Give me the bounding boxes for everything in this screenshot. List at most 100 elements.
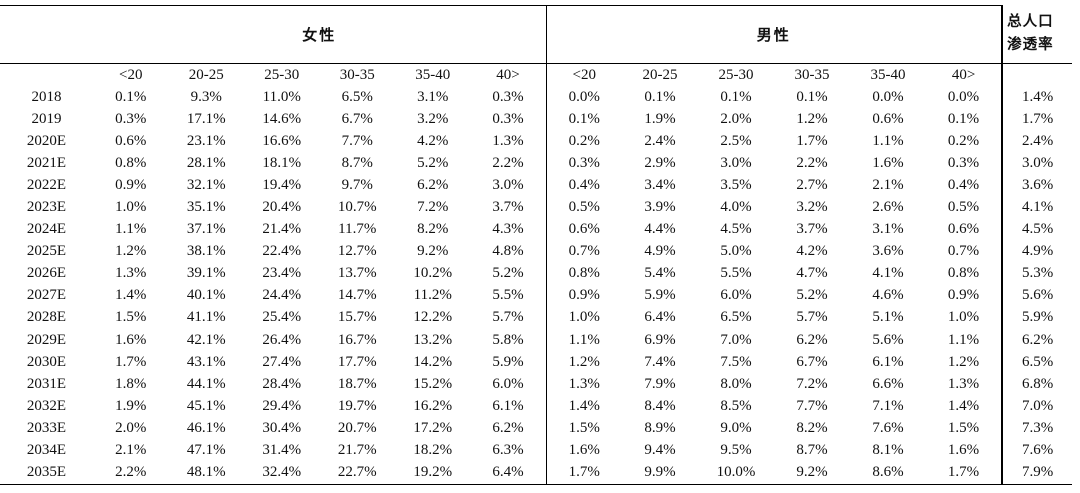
female-value-cell: 14.7% (337, 287, 377, 304)
female-value-cell: 16.6% (262, 132, 302, 149)
female-value-cell: 19.4% (262, 176, 302, 193)
female-value-cell: 3.1% (417, 88, 449, 105)
table-row: 2021E 0.8% 28.1% 18.1% 8.7% 5.2% 2.2% 0.3% 2.9% 3… (0, 152, 1073, 175)
male-value-cell: 2.5% (720, 132, 752, 149)
table-row: 2033E 2.0% 46.1% 30.4% 20.7% 17.2% 6.2% 1.5% 8.9… (0, 417, 1073, 440)
female-value-cell: 5.5% (492, 287, 524, 304)
total-penetration-cell: 7.0% (1001, 395, 1073, 418)
male-value-cell: 2.2% (796, 154, 828, 171)
male-value-cell: 5.9% (644, 287, 676, 304)
female-age-header: 30-35 (339, 66, 375, 83)
female-value-cell: 37.1% (186, 221, 226, 238)
female-value-cell: 4.2% (417, 132, 449, 149)
male-value-cell: 0.5% (947, 199, 980, 216)
female-value-cell: 13.7% (337, 265, 377, 282)
male-value-cell: 7.5% (720, 353, 752, 370)
male-value-cell: 0.0% (545, 86, 623, 109)
male-value-cell: 4.4% (644, 221, 676, 238)
female-value-cell: 16.7% (337, 331, 377, 348)
female-value-cell: 2.2% (492, 154, 524, 171)
table-row: 2027E 1.4% 40.1% 24.4% 14.7% 11.2% 5.5% 0.9% 5.9… (0, 284, 1073, 307)
year-cell: 2027E (26, 287, 67, 304)
table-row: 2029E 1.6% 42.1% 26.4% 16.7% 13.2% 5.8% 1.1% 6.9… (0, 329, 1073, 352)
year-cell: 2032E (26, 397, 67, 414)
table-row: 2034E 2.1% 47.1% 31.4% 21.7% 18.2% 6.3% 1.6% 9.4… (0, 439, 1073, 462)
male-value-cell: 3.5% (720, 176, 752, 193)
female-value-cell: 22.4% (262, 243, 302, 260)
female-value-cell: 0.3% (115, 110, 147, 127)
total-penetration-cell: 2.4% (1001, 130, 1073, 153)
male-value-cell: 6.1% (872, 353, 904, 370)
table-row: 2019 0.3% 17.1% 14.6% 6.7% 3.2% 0.3% 0.1% 1.9% 2.… (0, 108, 1073, 131)
year-cell: 2026E (26, 265, 67, 282)
total-penetration-cell: 7.6% (1001, 439, 1073, 462)
female-value-cell: 42.1% (186, 331, 226, 348)
male-value-cell: 9.4% (644, 442, 676, 459)
table-row: 2018 0.1% 9.3% 11.0% 6.5% 3.1% 0.3% 0.0% 0.1% 0.1… (0, 86, 1073, 109)
male-age-header: 25-30 (718, 66, 754, 83)
female-value-cell: 5.8% (492, 331, 524, 348)
female-value-cell: 47.1% (186, 442, 226, 459)
male-value-cell: 7.7% (796, 397, 828, 414)
male-value-cell: 2.9% (644, 154, 676, 171)
total-penetration-cell: 5.9% (1001, 306, 1073, 330)
female-value-cell: 6.7% (341, 110, 373, 127)
male-value-cell: 1.6% (872, 154, 904, 171)
male-value-cell: 6.2% (796, 331, 828, 348)
male-value-cell: 3.1% (872, 221, 904, 238)
female-value-cell: 2.0% (115, 419, 147, 436)
male-value-cell: 0.0% (872, 88, 904, 105)
total-penetration-cell: 5.3% (1001, 262, 1073, 285)
male-value-cell: 3.2% (796, 199, 828, 216)
table-row: 2032E 1.9% 45.1% 29.4% 19.7% 16.2% 6.1% 1.4% 8.4… (0, 395, 1073, 418)
male-value-cell: 4.2% (796, 243, 828, 260)
male-value-cell: 5.1% (872, 309, 904, 326)
male-value-cell: 0.4% (947, 176, 980, 193)
male-value-cell: 6.9% (644, 331, 676, 348)
year-cell: 2028E (26, 309, 67, 326)
female-value-cell: 29.4% (262, 397, 302, 414)
female-value-cell: 1.5% (115, 309, 147, 326)
female-value-cell: 48.1% (168, 461, 244, 485)
female-value-cell: 21.7% (337, 442, 377, 459)
male-value-cell: 5.5% (720, 265, 752, 282)
male-value-cell: 0.7% (545, 240, 623, 263)
female-value-cell: 8.7% (341, 154, 373, 171)
female-value-cell: 3.0% (492, 176, 524, 193)
male-value-cell: 0.6% (545, 218, 623, 241)
female-value-cell: 0.1% (115, 88, 147, 105)
male-value-cell: 8.0% (720, 375, 752, 392)
table-body: 2018 0.1% 9.3% 11.0% 6.5% 3.1% 0.3% 0.0% 0.1% 0.1… (0, 86, 1073, 485)
female-value-cell: 46.1% (186, 419, 226, 436)
male-value-cell: 7.9% (644, 375, 676, 392)
penetration-header-line2: 渗透率 (1007, 37, 1054, 54)
year-cell: 2031E (26, 375, 67, 392)
male-header: 男性 (545, 5, 1003, 64)
female-value-cell: 1.3% (492, 132, 524, 149)
female-value-cell: 32.4% (244, 461, 320, 485)
female-value-cell: 1.7% (115, 353, 147, 370)
female-value-cell: 19.2% (395, 461, 471, 485)
total-penetration-cell: 4.1% (1001, 196, 1073, 219)
male-age-header: 30-35 (794, 66, 830, 83)
female-value-cell: 24.4% (262, 287, 302, 304)
female-age-header: 35-40 (415, 66, 451, 83)
male-value-cell: 9.0% (720, 419, 752, 436)
male-value-cell: 1.6% (545, 439, 623, 462)
female-value-cell: 35.1% (186, 199, 226, 216)
female-value-cell: 9.7% (341, 176, 373, 193)
female-value-cell: 1.2% (115, 243, 147, 260)
male-value-cell: 9.9% (622, 461, 699, 485)
female-value-cell: 11.2% (413, 287, 452, 304)
male-value-cell: 7.0% (720, 331, 752, 348)
male-value-cell: 0.6% (947, 221, 980, 238)
table-row: 2023E 1.0% 35.1% 20.4% 10.7% 7.2% 3.7% 0.5% 3.9%… (0, 196, 1073, 219)
female-value-cell: 0.6% (115, 132, 147, 149)
female-value-cell: 12.7% (337, 243, 377, 260)
male-value-cell: 0.6% (872, 110, 904, 127)
female-value-cell: 7.7% (341, 132, 373, 149)
female-value-cell: 22.7% (319, 461, 395, 485)
male-value-cell: 7.4% (644, 353, 676, 370)
year-cell: 2020E (26, 132, 67, 149)
female-value-cell: 38.1% (186, 243, 226, 260)
